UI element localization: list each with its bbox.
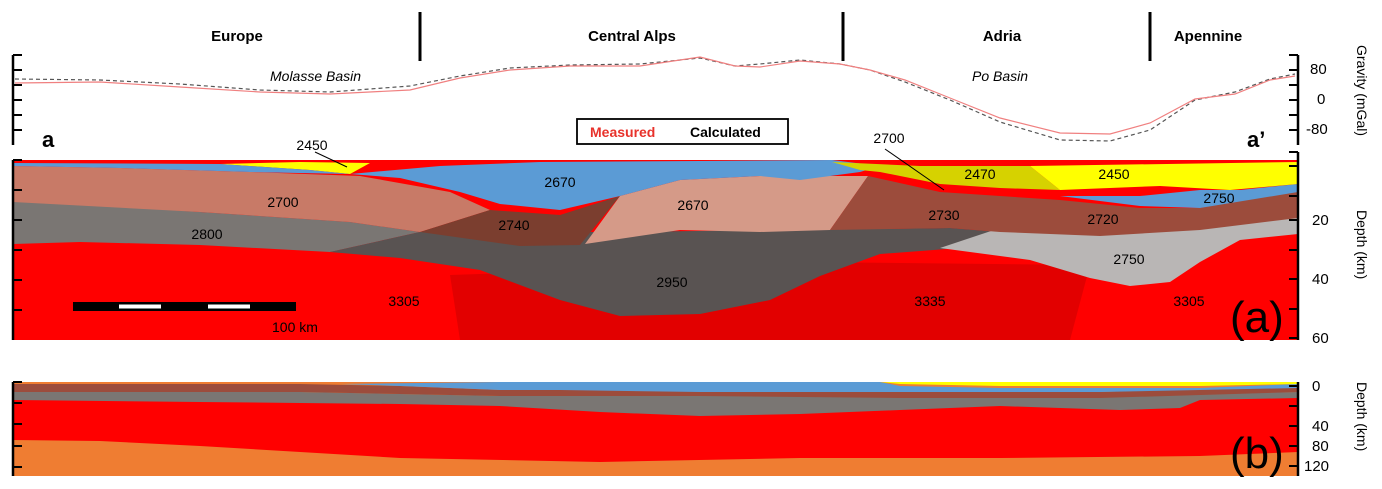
depth-a-tick-20: 20	[1312, 212, 1329, 229]
density-label: 2950	[656, 274, 687, 290]
region-europe: Europe	[211, 28, 263, 45]
callout-line	[884, 148, 945, 191]
density-label: 2700	[873, 130, 904, 146]
depth-b-tick-120: 120	[1304, 458, 1329, 475]
density-label: 2800	[191, 226, 222, 242]
po-basin-label: Po Basin	[972, 68, 1028, 84]
density-label: 2750	[1113, 251, 1144, 267]
molasse-basin-label: Molasse Basin	[270, 68, 361, 84]
region-adria: Adria	[983, 28, 1022, 45]
scale-bar	[73, 302, 296, 311]
mantle-lithosphere-b	[13, 396, 1298, 462]
section-a	[13, 160, 1298, 340]
legend-measured: Measured	[590, 124, 655, 140]
panel-label-a: (a)	[1230, 293, 1284, 342]
density-label: 2670	[677, 197, 708, 213]
density-label: 3305	[1173, 293, 1204, 309]
region-central-alps: Central Alps	[588, 28, 676, 45]
density-label: 2720	[1087, 211, 1118, 227]
panel-label-b: (b)	[1230, 429, 1284, 478]
upper-crust-left	[13, 166, 490, 232]
section-a-right-axis	[1289, 151, 1300, 340]
section-a-left-axis	[11, 159, 22, 340]
upper-crust-blue-right	[1060, 184, 1298, 208]
density-label: 2730	[928, 207, 959, 223]
gravity-tick-0: 0	[1317, 91, 1325, 108]
gravity-tick-neg80: -80	[1306, 121, 1328, 138]
mid-crust-dark	[420, 196, 620, 246]
lower-crust-left	[13, 200, 420, 252]
legend: Measured Calculated	[576, 118, 789, 145]
sediment-b	[880, 382, 1298, 386]
depth-b-axis-label: Depth (km)	[1354, 382, 1370, 451]
density-label: 2450	[1098, 166, 1129, 182]
sediment-left	[220, 162, 370, 174]
gravity-right-axis	[1289, 54, 1300, 145]
adria-brown	[830, 176, 1298, 236]
legend-calculated: Calculated	[690, 124, 761, 140]
central-pink	[585, 176, 868, 244]
depth-a-tick-40: 40	[1312, 271, 1329, 288]
scale-bar-label: 100 km	[272, 319, 318, 335]
upper-crust-blue-thin	[13, 163, 350, 174]
density-label: 2700	[267, 194, 298, 210]
gravity-measured-curve	[14, 56, 1296, 135]
callout-line	[314, 151, 348, 168]
profile-end-label: a’	[1247, 127, 1265, 152]
depth-b-tick-0: 0	[1312, 378, 1320, 395]
po-sediment-right	[1030, 162, 1298, 190]
section-b	[13, 382, 1298, 476]
gravity-tick-80: 80	[1310, 61, 1327, 78]
density-label: 3305	[388, 293, 419, 309]
section-b-left-axis	[11, 381, 22, 476]
upper-crust-blue-central	[350, 160, 880, 210]
region-apennine: Apennine	[1174, 28, 1242, 45]
density-label: 2750	[1203, 190, 1234, 206]
lower-crust-center	[330, 228, 1000, 316]
lower-crust-right	[940, 216, 1298, 286]
depth-b-tick-80: 80	[1312, 438, 1329, 455]
upper-blue-b	[340, 382, 1298, 392]
density-label: 2740	[498, 217, 529, 233]
depth-b-tick-40: 40	[1312, 418, 1329, 435]
density-label: 3335	[914, 293, 945, 309]
density-label: 2670	[544, 174, 575, 190]
gravity-axis-label: Gravity (mGal)	[1354, 45, 1370, 136]
density-label: 2470	[964, 166, 995, 182]
depth-a-axis-label: Depth (km)	[1354, 210, 1370, 279]
gravity-left-axis	[11, 54, 22, 145]
section-b-right-axis	[1289, 382, 1300, 476]
density-label: 2450	[296, 137, 327, 153]
po-sediment	[832, 162, 1060, 190]
depth-a-tick-60: 60	[1312, 330, 1329, 347]
profile-start-label: a	[42, 127, 55, 152]
